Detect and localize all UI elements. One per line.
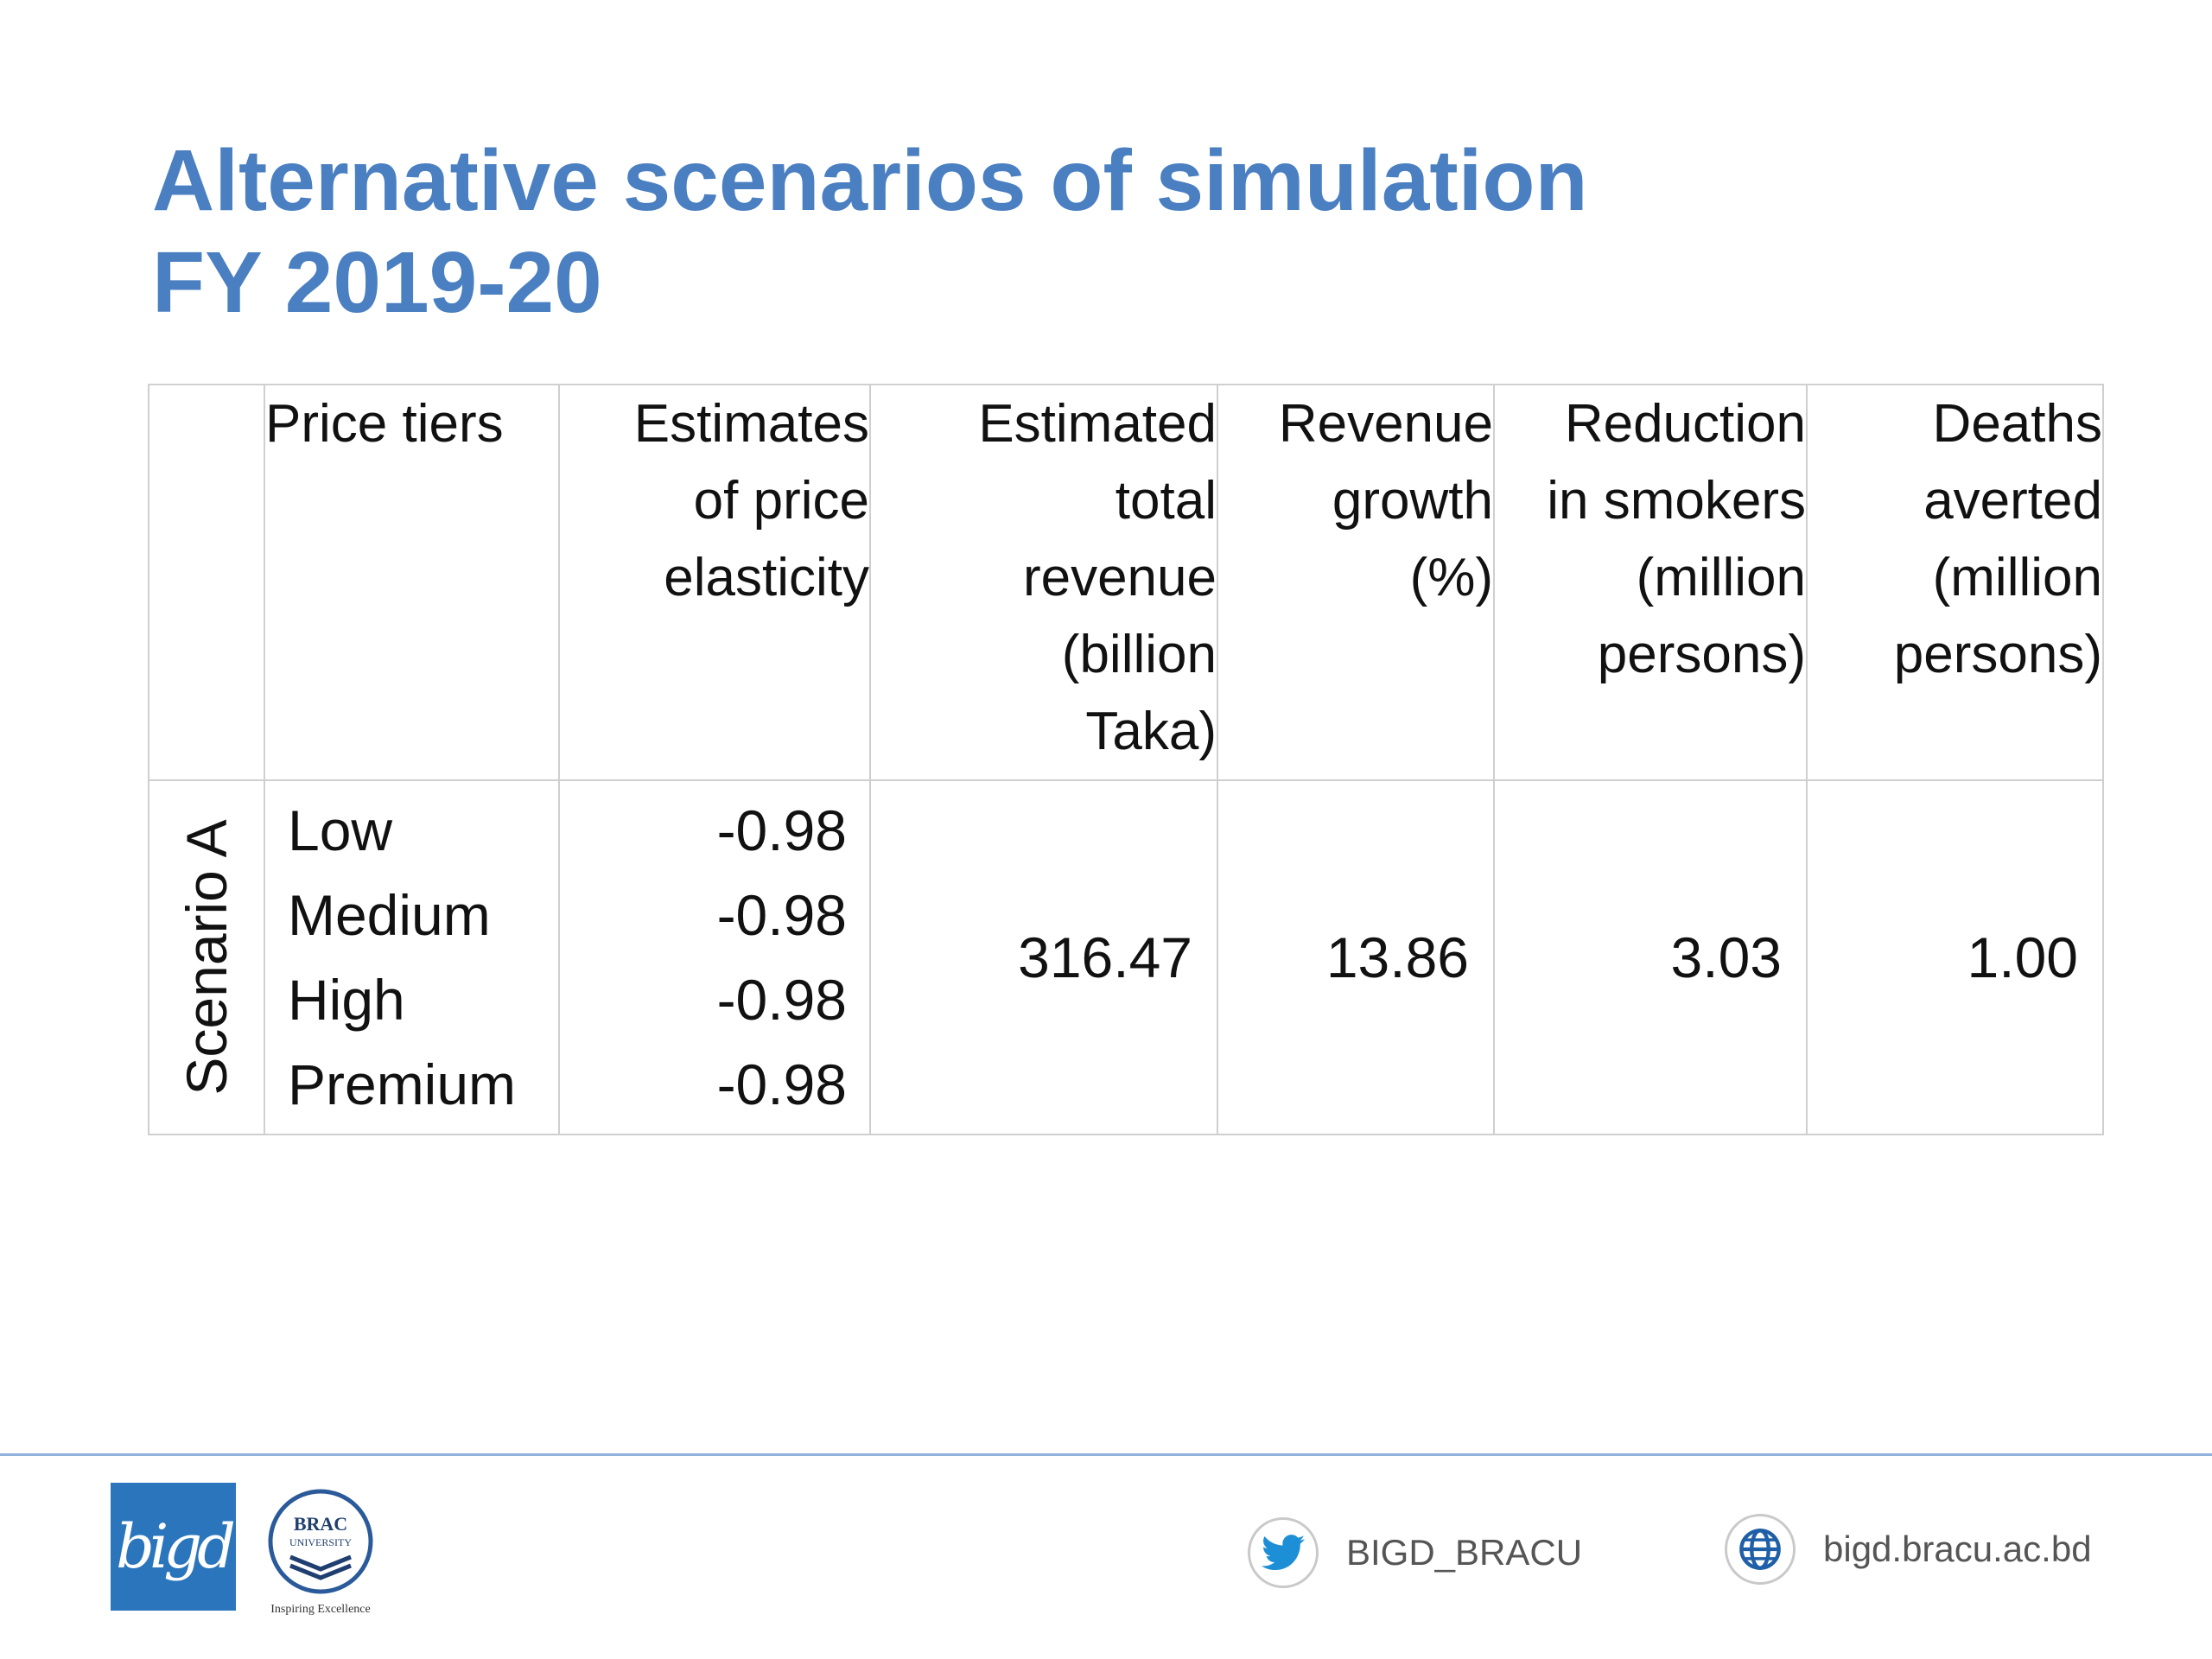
header-total-revenue: Estimated total revenue (billion Taka) xyxy=(869,384,1218,781)
brac-logo-university: UNIVERSITY xyxy=(289,1536,352,1548)
elasticity-cell: -0.98 -0.98 -0.98 -0.98 xyxy=(558,779,871,1135)
brac-university-logo: BRAC UNIVERSITY Inspiring Excellence xyxy=(268,1489,373,1616)
globe-icon xyxy=(1739,1529,1781,1570)
reduction-smokers-value: 3.03 xyxy=(1493,779,1808,1135)
brac-logo-tagline: Inspiring Excellence xyxy=(270,1603,370,1616)
bigd-logo: bigd xyxy=(111,1483,236,1611)
price-tiers-cell: Low Medium High Premium xyxy=(264,779,560,1135)
twitter-link[interactable]: BIGD_BRACU xyxy=(1248,1517,1582,1588)
header-row: Price tiers Estimates of price elasticit… xyxy=(148,384,2104,781)
header-revenue-growth: Revenue growth (%) xyxy=(1217,384,1495,781)
table-row: Scenario A Low Medium High Premium -0.98… xyxy=(148,779,2104,1135)
globe-icon-circle xyxy=(1725,1514,1796,1585)
title-line-2: FY 2019-20 xyxy=(152,234,602,331)
scenario-label: Scenario A xyxy=(175,819,238,1096)
tier-low: Low xyxy=(288,798,393,862)
total-revenue-value: 316.47 xyxy=(869,779,1218,1135)
slide-title: Alternative scenarios of simulation FY 2… xyxy=(152,130,1588,334)
scenario-table: Price tiers Estimates of price elasticit… xyxy=(148,384,2104,1135)
twitter-icon xyxy=(1262,1535,1305,1570)
header-deaths-averted: Deaths averted (million persons) xyxy=(1806,384,2104,781)
elasticity-medium: -0.98 xyxy=(716,883,847,947)
tier-high: High xyxy=(288,968,405,1032)
deaths-averted-value: 1.00 xyxy=(1806,779,2104,1135)
footer-divider xyxy=(0,1453,2212,1456)
header-price-tiers: Price tiers xyxy=(264,384,560,781)
elasticity-low: -0.98 xyxy=(716,798,847,862)
tier-premium: Premium xyxy=(288,1052,517,1116)
elasticity-high: -0.98 xyxy=(716,968,847,1032)
header-elasticity: Estimates of price elasticity xyxy=(558,384,871,781)
brac-logo-name: BRAC xyxy=(294,1513,347,1535)
tier-medium: Medium xyxy=(288,883,491,947)
header-reduction-smokers: Reduction in smokers (million persons) xyxy=(1493,384,1808,781)
twitter-icon-circle xyxy=(1248,1517,1319,1588)
revenue-growth-value: 13.86 xyxy=(1217,779,1495,1135)
elasticity-premium: -0.98 xyxy=(716,1052,847,1116)
header-empty xyxy=(148,384,265,781)
twitter-handle: BIGD_BRACU xyxy=(1346,1532,1583,1573)
website-link[interactable]: bigd.bracu.ac.bd xyxy=(1725,1514,2092,1585)
website-url: bigd.bracu.ac.bd xyxy=(1823,1529,2092,1569)
scenario-label-cell: Scenario A xyxy=(148,779,265,1135)
title-line-1: Alternative scenarios of simulation xyxy=(152,132,1588,229)
